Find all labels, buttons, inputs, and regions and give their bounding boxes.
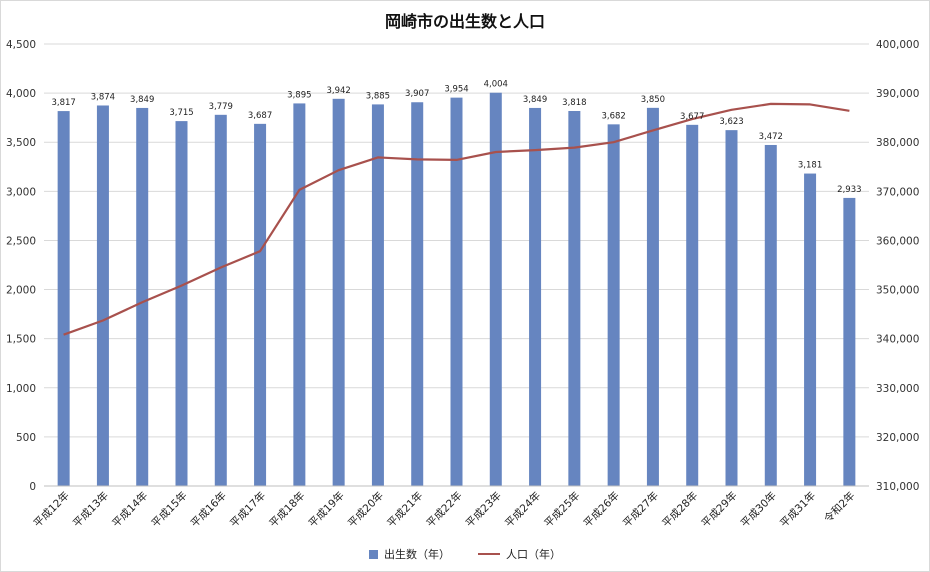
bar-data-label: 3,907: [405, 89, 429, 99]
bar-series: [57, 92, 856, 487]
bar-data-label: 3,850: [641, 95, 665, 105]
bar: [764, 144, 777, 486]
legend-label-population: 人口（年）: [506, 548, 561, 561]
x-tick-label: 平成25年: [542, 489, 583, 530]
y-left-tick-label: 2,500: [6, 235, 36, 247]
bar-data-label: 3,181: [798, 161, 822, 171]
x-tick-label: 平成18年: [267, 489, 308, 530]
y-right-tick-label: 370,000: [876, 186, 919, 198]
y-right-tick-label: 340,000: [876, 334, 919, 346]
x-tick-label: 平成21年: [384, 489, 425, 530]
y-left-tick-label: 4,500: [6, 39, 36, 51]
legend-item-population: 人口（年）: [478, 546, 561, 562]
y-left-tick-label: 0: [29, 481, 36, 493]
bar: [843, 197, 856, 486]
bar: [607, 124, 620, 487]
x-tick-label: 平成14年: [109, 489, 150, 530]
y-right-tick-label: 380,000: [876, 137, 919, 149]
x-tick-label: 平成16年: [188, 489, 229, 530]
y-right-tick-label: 350,000: [876, 285, 919, 297]
bar-data-label: 3,687: [248, 111, 272, 121]
bar-data-label: 3,682: [601, 111, 625, 121]
x-tick-label: 令和2年: [821, 489, 857, 525]
bar-data-label: 3,895: [287, 90, 311, 100]
x-tick-label: 平成28年: [659, 489, 700, 530]
bar: [254, 123, 267, 486]
y-right-tick-label: 320,000: [876, 432, 919, 444]
x-tick-label: 平成23年: [463, 489, 504, 530]
bar-data-label: 3,472: [759, 132, 783, 142]
bar: [450, 97, 463, 486]
y-right-tick-label: 390,000: [876, 88, 919, 100]
bar: [529, 107, 542, 487]
x-tick-label: 平成15年: [149, 489, 190, 530]
bar: [411, 102, 424, 486]
bar: [96, 105, 109, 486]
bar: [686, 124, 699, 487]
bar: [489, 92, 502, 486]
x-tick-label: 平成29年: [699, 489, 740, 530]
x-tick-label: 平成22年: [424, 489, 465, 530]
x-tick-label: 平成31年: [777, 489, 818, 530]
x-tick-label: 平成24年: [502, 489, 543, 530]
legend: 出生数（年） 人口（年）: [0, 546, 930, 562]
bar-data-label: 4,004: [484, 80, 508, 90]
bar-data-label: 2,933: [837, 185, 861, 195]
y-right-tick-label: 400,000: [876, 39, 919, 51]
bar: [568, 110, 581, 487]
bar-data-label: 3,874: [91, 92, 115, 102]
bar-data-label: 3,715: [169, 108, 193, 118]
chart-title: 岡崎市の出生数と人口: [384, 12, 545, 31]
x-tick-label: 平成12年: [31, 489, 72, 530]
y-left-tick-label: 3,500: [6, 137, 36, 149]
x-tick-label: 平成17年: [227, 489, 268, 530]
x-tick-label: 平成19年: [306, 489, 347, 530]
y-right-tick-label: 330,000: [876, 383, 919, 395]
x-tick-label: 平成13年: [70, 489, 111, 530]
y-left-tick-label: 4,000: [6, 88, 36, 100]
y-right-tick-label: 310,000: [876, 481, 919, 493]
bar: [293, 103, 306, 487]
bar-data-label: 3,849: [130, 95, 154, 105]
legend-item-births: 出生数（年）: [369, 546, 450, 562]
bar: [646, 107, 659, 486]
bar: [57, 111, 70, 486]
bar-data-label: 3,954: [444, 85, 468, 95]
data-labels: 3,817 3,874 3,849 3,715 3,779 3,687 3,895 3,942…: [51, 80, 861, 195]
x-tick-label: 平成20年: [345, 489, 386, 530]
y-left-tick-label: 1,000: [6, 383, 36, 395]
y-right-tick-label: 360,000: [876, 235, 919, 247]
y-left-tick-label: 3,000: [6, 186, 36, 198]
bar-data-label: 3,623: [719, 117, 743, 127]
legend-label-births: 出生数（年）: [384, 548, 450, 561]
bar: [136, 107, 149, 487]
x-tick-label: 平成30年: [738, 489, 779, 530]
line-series: [63, 102, 850, 336]
x-tick-label: 平成27年: [620, 489, 661, 530]
bar-data-label: 3,677: [680, 112, 704, 122]
y-left-tick-label: 500: [16, 432, 36, 444]
population-line: [63, 102, 850, 336]
bar-data-label: 3,885: [366, 91, 390, 101]
bar-data-label: 3,818: [562, 98, 586, 108]
bar: [725, 130, 738, 487]
bar-data-label: 3,849: [523, 95, 547, 105]
bar: [371, 104, 384, 486]
bar-data-label: 3,779: [209, 102, 233, 112]
bar-data-label: 3,942: [326, 86, 350, 96]
legend-swatch-line: [478, 553, 500, 555]
x-tick-label: 平成26年: [581, 489, 622, 530]
bar: [214, 114, 227, 486]
bar: [175, 121, 188, 487]
y-left-tick-label: 2,000: [6, 285, 36, 297]
bar: [804, 173, 817, 486]
bar-data-label: 3,817: [51, 98, 75, 108]
y-left-tick-label: 1,500: [6, 334, 36, 346]
legend-swatch-bar: [369, 549, 378, 559]
bar: [332, 98, 345, 487]
